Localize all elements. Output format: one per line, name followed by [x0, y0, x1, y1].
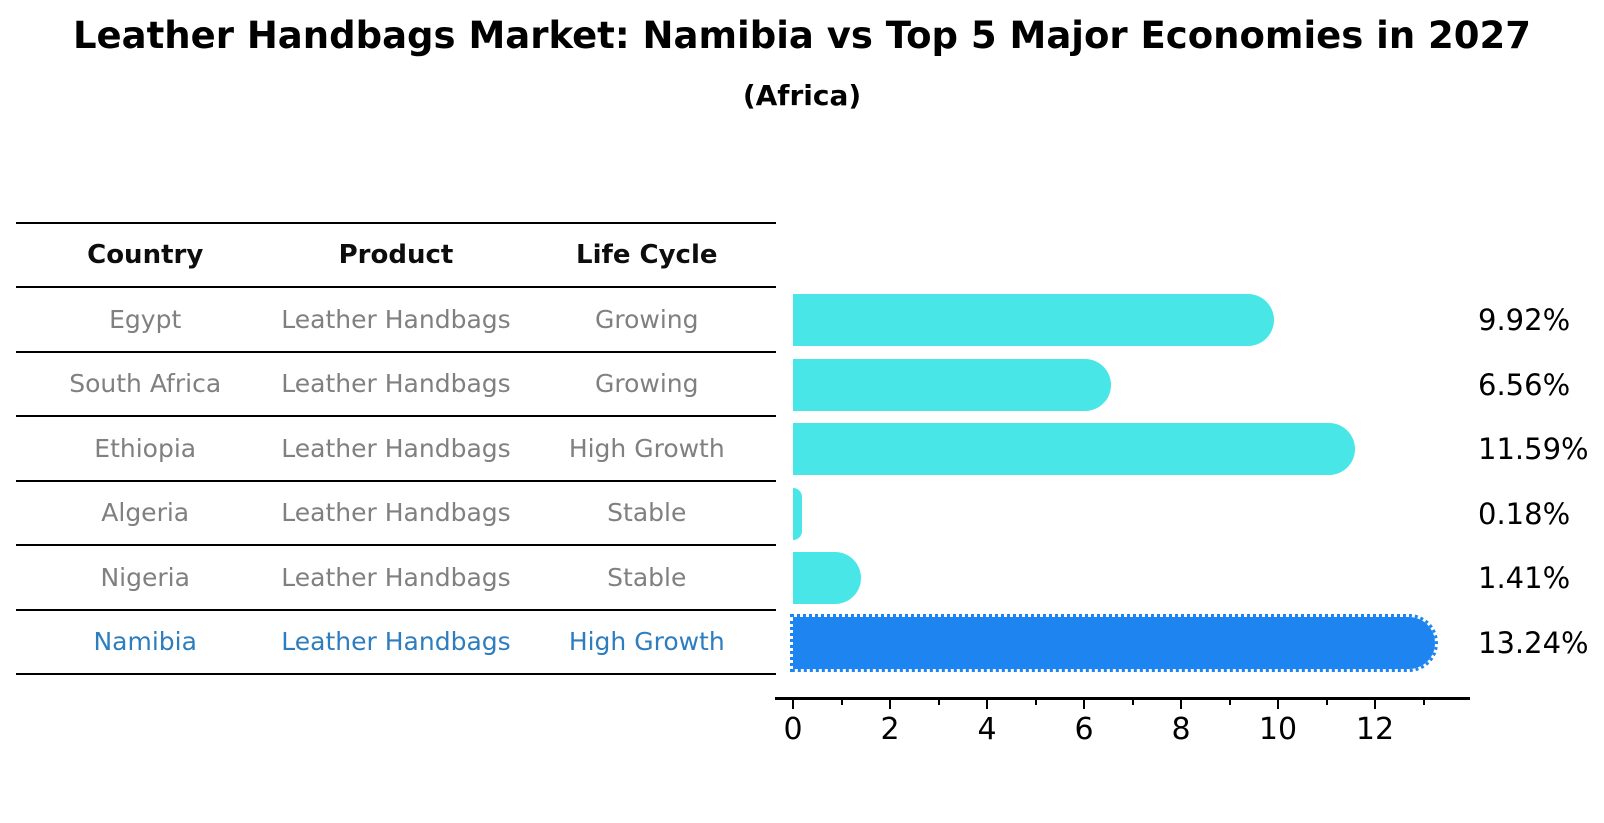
- table-header-cell: Country: [87, 240, 204, 270]
- x-tick: [986, 700, 988, 709]
- chart-subtitle: (Africa): [742, 79, 862, 112]
- x-tick-label: 0: [783, 712, 803, 747]
- x-minor-tick: [840, 700, 843, 705]
- table-cell-life-cycle: Growing: [595, 369, 699, 399]
- x-minor-tick: [1325, 700, 1328, 705]
- bar-row: [775, 546, 1470, 611]
- value-label: 11.59%: [1478, 432, 1589, 467]
- value-label: 0.18%: [1478, 496, 1571, 531]
- table-cell-product: Leather Handbags: [281, 562, 511, 592]
- x-minor-tick: [1131, 700, 1134, 705]
- data-table: Country Product Life Cycle Egypt Leather Han…: [16, 222, 776, 675]
- x-tick: [889, 700, 891, 709]
- value-label-row: 11.59%: [1478, 417, 1604, 482]
- x-minor-tick: [937, 700, 940, 705]
- value-label-row: 1.41%: [1478, 546, 1604, 611]
- value-label-row: 13.24%: [1478, 611, 1604, 676]
- x-minor-tick: [1228, 700, 1231, 705]
- value-label: 9.92%: [1478, 303, 1571, 338]
- table-cell-country: Namibia: [93, 627, 197, 657]
- table-row: Nigeria Leather Handbags Stable: [16, 546, 776, 611]
- bar-row: [775, 417, 1470, 482]
- table-header-cell: Life Cycle: [576, 240, 718, 270]
- table-cell-life-cycle: Stable: [607, 498, 687, 528]
- table-row: Egypt Leather Handbags Growing: [16, 288, 776, 353]
- bar-highlighted: [789, 613, 1439, 672]
- x-tick-label: 8: [1171, 712, 1191, 747]
- chart-title: Leather Handbags Market: Namibia vs Top …: [72, 14, 1532, 57]
- bar: [793, 487, 802, 540]
- table-cell-life-cycle: Stable: [607, 562, 687, 592]
- x-tick: [1083, 700, 1085, 709]
- table-cell-product: Leather Handbags: [281, 627, 511, 657]
- table-cell-product: Leather Handbags: [281, 498, 511, 528]
- value-label-row: 0.18%: [1478, 482, 1604, 547]
- x-minor-tick: [1422, 700, 1425, 705]
- table-cell-country: Nigeria: [100, 562, 190, 592]
- bar: [793, 294, 1275, 346]
- value-labels: 9.92% 6.56% 11.59% 0.18% 1.41% 13.24%: [1478, 288, 1604, 675]
- bar-row: [775, 288, 1470, 353]
- table-row: Namibia Leather Handbags High Growth: [16, 611, 776, 675]
- x-tick-label: 12: [1355, 712, 1395, 747]
- x-tick: [1277, 700, 1279, 709]
- bar: [793, 552, 862, 604]
- bar-chart: 0 2 4 6 8 10 12: [775, 288, 1470, 747]
- table-header-row: Country Product Life Cycle: [16, 222, 776, 288]
- value-label-row: 6.56%: [1478, 353, 1604, 418]
- table-row: South Africa Leather Handbags Growing: [16, 353, 776, 417]
- x-tick: [792, 700, 794, 709]
- table-cell-life-cycle: High Growth: [568, 627, 725, 657]
- x-minor-tick: [1034, 700, 1037, 705]
- table-cell-life-cycle: High Growth: [568, 433, 725, 463]
- value-label: 1.41%: [1478, 561, 1571, 596]
- x-tick-label: 10: [1258, 712, 1298, 747]
- x-tick: [1374, 700, 1376, 709]
- table-cell-country: South Africa: [69, 369, 222, 399]
- table-cell-product: Leather Handbags: [281, 304, 511, 334]
- bars: [775, 288, 1470, 675]
- x-axis-line: [775, 697, 1470, 700]
- table-header-cell: Product: [338, 240, 454, 270]
- table-cell-product: Leather Handbags: [281, 433, 511, 463]
- x-tick-label: 4: [977, 712, 997, 747]
- value-label-row: 9.92%: [1478, 288, 1604, 353]
- table-cell-country: Egypt: [109, 304, 182, 334]
- table-cell-country: Algeria: [101, 498, 190, 528]
- bar-row: [775, 611, 1470, 676]
- value-label: 6.56%: [1478, 367, 1571, 402]
- table-row: Algeria Leather Handbags Stable: [16, 482, 776, 546]
- table-cell-life-cycle: Growing: [595, 304, 699, 334]
- bar-row: [775, 482, 1470, 547]
- x-tick: [1180, 700, 1182, 709]
- table-cell-country: Ethiopia: [94, 433, 197, 463]
- x-tick-label: 6: [1074, 712, 1094, 747]
- table-row: Ethiopia Leather Handbags High Growth: [16, 417, 776, 482]
- bar: [793, 423, 1356, 475]
- x-tick-label: 2: [880, 712, 900, 747]
- bar-row: [775, 353, 1470, 418]
- bar: [793, 358, 1112, 411]
- table-cell-product: Leather Handbags: [281, 369, 511, 399]
- value-label: 13.24%: [1478, 625, 1589, 660]
